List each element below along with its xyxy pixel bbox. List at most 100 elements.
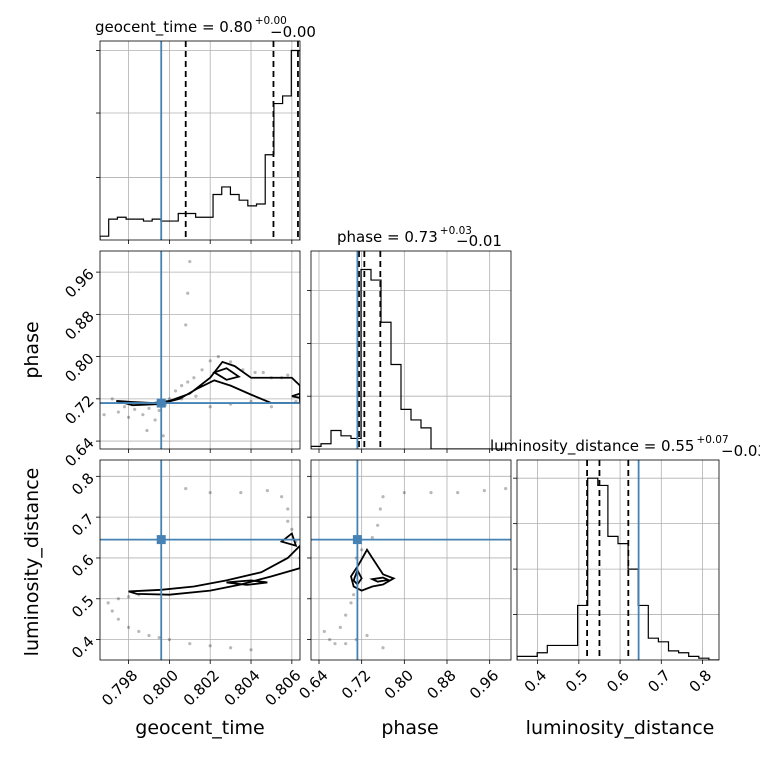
- tick-label-x-phase: 0.88: [423, 666, 459, 702]
- title-geocent-time-plus: +0.00: [255, 15, 287, 27]
- sample-point: [186, 380, 190, 384]
- tick-label-x-phase: 0.64: [295, 666, 331, 702]
- tick-label-y-phase: 0.96: [61, 265, 97, 301]
- ylabel-luminosity-distance: luminosity_distance: [21, 468, 43, 657]
- sample-point: [208, 491, 212, 495]
- sample-point: [180, 384, 184, 388]
- sample-point: [116, 617, 120, 621]
- sample-point: [102, 413, 106, 417]
- sample-point: [338, 625, 342, 629]
- truth-marker: [156, 398, 166, 408]
- sample-point: [192, 376, 196, 380]
- sample-point: [184, 323, 188, 327]
- sample-point: [333, 642, 337, 646]
- sample-point: [269, 405, 274, 409]
- sample-point: [116, 410, 120, 414]
- panel-content: [100, 251, 300, 449]
- sample-point: [229, 360, 233, 364]
- sample-point: [157, 408, 161, 413]
- contour-level: [128, 544, 300, 596]
- sample-point: [229, 646, 233, 650]
- sample-point: [280, 495, 284, 499]
- sample-point: [249, 648, 253, 652]
- sample-point: [328, 637, 332, 642]
- sample-point: [365, 633, 369, 638]
- title-luminosity-distance-minus: −0.03: [721, 442, 760, 460]
- sample-point: [239, 491, 243, 495]
- sample-point: [344, 613, 348, 617]
- sample-point: [167, 637, 171, 642]
- sample-point: [376, 523, 380, 527]
- sample-point: [186, 291, 190, 295]
- sample-point: [370, 535, 374, 540]
- tick-label-x-luminosity_distance: 0.4: [521, 666, 551, 696]
- sample-point: [145, 428, 149, 433]
- title-luminosity-distance-plus: +0.07: [696, 434, 728, 446]
- tick-label-y-luminosity_distance: 0.8: [68, 469, 98, 499]
- panel-phase-vs-phase: [307, 250, 512, 453]
- sample-point: [157, 635, 161, 640]
- panel-phase-vs-geocent_time: 0.64 0.72 0.80 0.88 0.96: [61, 250, 301, 470]
- sample-point: [147, 406, 151, 410]
- tick-label-y-phase: 0.72: [61, 392, 97, 428]
- tick-label-y-luminosity_distance: 0.6: [68, 551, 98, 581]
- sample-point: [153, 418, 157, 422]
- tick-label-y-luminosity_distance: 0.7: [68, 510, 98, 540]
- sample-point: [110, 397, 114, 401]
- title-luminosity-distance: luminosity_distance = 0.55 +0.07: [490, 434, 729, 456]
- panel-frame: [99, 40, 301, 241]
- sample-point: [194, 394, 198, 398]
- title-geocent-time: geocent_time = 0.80 +0.00: [95, 15, 287, 37]
- sample-point: [188, 259, 192, 264]
- sample-point: [184, 486, 188, 491]
- contour-level: [212, 367, 241, 381]
- contour-level: [291, 392, 300, 399]
- tick-label-y-luminosity_distance: 0.4: [68, 633, 98, 663]
- sample-point: [265, 489, 269, 493]
- sample-point: [429, 491, 433, 495]
- tick-label-y-phase: 0.64: [61, 434, 97, 470]
- sample-point: [360, 548, 364, 552]
- histogram-geocent_time: [100, 49, 300, 240]
- title-phase-minus: −0.01: [456, 232, 502, 250]
- contour-level: [116, 360, 300, 407]
- sample-point: [352, 593, 356, 597]
- sample-point: [286, 507, 290, 511]
- panel-content: [100, 41, 300, 240]
- panel-content: [517, 460, 719, 660]
- sample-point: [200, 368, 204, 372]
- sample-point: [286, 373, 290, 377]
- tick-label-y-phase: 0.80: [61, 350, 97, 386]
- sample-point: [167, 397, 171, 401]
- histogram-luminosity_distance: [517, 477, 719, 660]
- truth-marker: [352, 535, 362, 545]
- contour-level: [369, 576, 392, 583]
- sample-point: [378, 507, 382, 511]
- tick-label-x-geocent_time: 0.804: [221, 666, 264, 709]
- sample-point: [482, 489, 486, 493]
- tick-label-y-phase: 0.88: [61, 307, 97, 343]
- sample-point: [126, 415, 131, 419]
- sample-point: [208, 405, 212, 409]
- sample-point: [133, 407, 137, 411]
- title-geocent-time-minus: −0.00: [270, 23, 316, 41]
- sample-point: [349, 601, 353, 605]
- tick-label-x-phase: 0.80: [381, 666, 417, 702]
- tick-label-x-phase: 0.72: [338, 666, 374, 702]
- panel-luminosity_distance-vs-phase: 0.64 0.72 0.80 0.88 0.96: [295, 459, 512, 703]
- sample-point: [504, 486, 508, 491]
- sample-point: [253, 370, 257, 375]
- contour-level: [226, 579, 268, 586]
- tick-label-x-geocent_time: 0.802: [180, 666, 223, 709]
- sample-point: [173, 389, 178, 393]
- sample-point: [322, 629, 326, 634]
- xlabel-phase: phase: [381, 717, 438, 739]
- tick-label-x-phase: 0.96: [466, 666, 502, 702]
- panel-luminosity_distance-vs-luminosity_distance: 0.4 0.5 0.6 0.7 0.8: [513, 459, 720, 696]
- panel-content: [100, 460, 300, 660]
- panel-content: [311, 460, 511, 660]
- panel-frame: [310, 459, 512, 661]
- sample-point: [208, 644, 212, 648]
